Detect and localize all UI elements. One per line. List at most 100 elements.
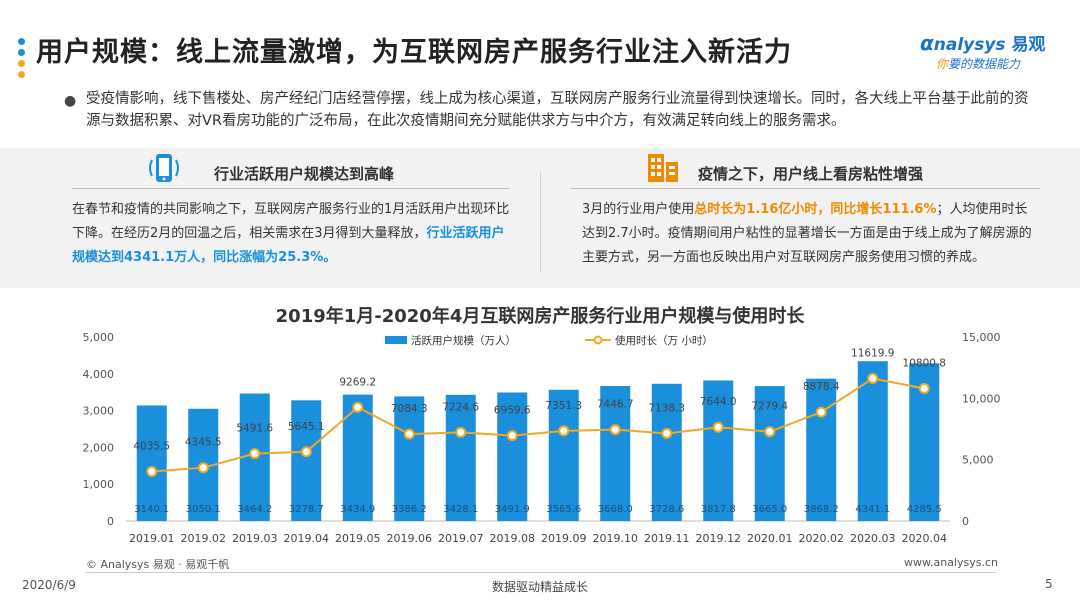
- chart-title: 2019年1月-2020年4月互联网房产服务行业用户规模与使用时长: [275, 306, 805, 327]
- x-tick-label: 2019.08: [490, 532, 536, 545]
- bar-value-label: 3386.2: [392, 504, 427, 515]
- legend-line-label: 使用时长（万 小时）: [615, 334, 713, 347]
- line-point-2019.01: [146, 465, 158, 477]
- x-tick-label: 2019.05: [335, 532, 381, 545]
- bar-2019.01: [136, 405, 167, 521]
- right-panel-text-tail: ；人均使用时长达到2.7小时。疫情期间用户粘性的显著增长一方面是由于线上成为了解…: [582, 202, 1032, 265]
- left-panel-text-body: 在春节和疫情的共同影响之下，互联网房产服务行业的1月活跃用户出现环比下降。在经历…: [72, 202, 510, 241]
- footer-url: www.analysys.cn: [904, 556, 998, 569]
- right-panel-heading: 疫情之下，用户线上看房粘性增强: [698, 165, 924, 183]
- bar-value-label: 3868.2: [804, 504, 839, 515]
- x-tick-label: 2019.09: [541, 532, 587, 545]
- line-point-2019.06: [403, 428, 415, 440]
- bar-2020.02: [806, 378, 837, 521]
- page-number: 5: [1045, 577, 1053, 591]
- line-value-label: 7279.4: [751, 401, 788, 413]
- left-panel-heading: 行业活跃用户规模达到高峰: [214, 165, 395, 183]
- left-axis-tick-label: 3,000: [83, 405, 115, 418]
- bar-value-label: 3050.1: [186, 504, 221, 515]
- x-tick-label: 2019.02: [181, 532, 227, 545]
- bar-2019.09: [548, 389, 579, 521]
- bullet-icon: ●: [64, 93, 77, 109]
- legend-line-marker: [593, 335, 603, 345]
- usage-duration-line: [151, 377, 925, 473]
- line-point-2019.02: [197, 462, 209, 474]
- left-axis-tick-label: 0: [107, 515, 114, 528]
- line-value-label: 7644.0: [700, 396, 737, 408]
- logo-tagline-lead: 你: [936, 57, 949, 71]
- line-point-2019.07: [455, 426, 467, 438]
- buildings-icon: [648, 154, 678, 182]
- line-point-2020.04: [918, 383, 930, 395]
- x-tick-label: 2019.10: [593, 532, 639, 545]
- x-tick-label: 2020.02: [799, 532, 845, 545]
- line-point-2019.08: [506, 430, 518, 442]
- line-value-label: 7138.3: [648, 402, 685, 414]
- line-point-2019.04: [300, 446, 312, 458]
- left-panel-text: 在春节和疫情的共同影响之下，互联网房产服务行业的1月活跃用户出现环比下降。在经历…: [72, 198, 512, 270]
- footer-date: 2020/6/9: [22, 578, 76, 592]
- line-value-label: 4035.5: [133, 440, 170, 452]
- bar-2019.11: [651, 383, 682, 521]
- line-point-2019.03: [249, 448, 261, 460]
- bar-value-label: 4341.1: [855, 504, 890, 515]
- line-value-label: 6959.6: [494, 405, 531, 417]
- bar-value-label: 4285.5: [907, 504, 942, 515]
- bar-value-label: 3817.8: [701, 504, 736, 515]
- line-value-label: 7224.6: [442, 401, 479, 413]
- bar-value-label: 3665.0: [752, 504, 787, 515]
- legend-bar-label: 活跃用户规模（万人）: [411, 334, 516, 347]
- line-point-2019.12: [712, 421, 724, 433]
- mobile-phone-icon: [149, 154, 179, 182]
- x-tick-label: 2020.01: [747, 532, 793, 545]
- bar-2020.03: [857, 361, 888, 521]
- line-value-label: 11619.9: [851, 347, 894, 359]
- x-tick-label: 2019.04: [284, 532, 330, 545]
- right-axis-tick-label: 10,000: [962, 392, 1001, 405]
- line-value-label: 7351.3: [545, 400, 582, 412]
- x-tick-label: 2019.03: [232, 532, 278, 545]
- x-tick-label: 2019.11: [644, 532, 690, 545]
- intro-paragraph: 受疫情影响，线下售楼处、房产经纪门店经营停摆，线上成为核心渠道，互联网房产服务行…: [86, 91, 1029, 129]
- line-point-2019.10: [609, 424, 621, 436]
- left-axis-tick-label: 5,000: [83, 331, 115, 344]
- bar-value-label: 3464.2: [237, 504, 272, 515]
- line-point-2019.05: [352, 401, 364, 413]
- left-axis-tick-label: 2,000: [83, 441, 115, 454]
- line-value-label: 8878.4: [803, 381, 840, 393]
- right-panel-highlight: 总时长为1.16亿小时，同比增长111.6%: [694, 202, 937, 217]
- left-panel-rule: [72, 188, 510, 189]
- line-value-label: 9269.2: [339, 376, 376, 388]
- logo-brand-cn: 易观: [1011, 35, 1046, 55]
- line-point-2019.11: [661, 427, 673, 439]
- bar-value-label: 3668.0: [598, 504, 633, 515]
- bar-2019.06: [394, 396, 425, 521]
- page-title: 用户规模：线上流量激增，为互联网房产服务行业注入新活力: [36, 37, 792, 68]
- left-axis-tick-label: 4,000: [83, 368, 115, 381]
- x-tick-label: 2019.07: [438, 532, 484, 545]
- line-point-2020.02: [815, 406, 827, 418]
- x-tick-label: 2019.01: [129, 532, 175, 545]
- x-tick-label: 2020.04: [902, 532, 948, 545]
- bar-value-label: 3434.9: [340, 504, 375, 515]
- right-axis-tick-label: 5,000: [962, 454, 994, 467]
- line-value-label: 7446.7: [597, 399, 634, 411]
- line-value-label: 5491.6: [236, 423, 273, 435]
- footer-slogan: 数据驱动精益成长: [491, 580, 588, 594]
- x-tick-label: 2019.06: [387, 532, 433, 545]
- right-panel-text: 3月的行业用户使用总时长为1.16亿小时，同比增长111.6%；人均使用时长达到…: [582, 198, 1032, 270]
- bar-2019.04: [291, 400, 322, 521]
- bar-value-label: 3728.6: [649, 504, 684, 515]
- bar-value-label: 3278.7: [289, 504, 324, 515]
- bar-2019.07: [445, 394, 476, 521]
- title-dots-decoration: [16, 38, 28, 82]
- left-panel-highlight: 行业活跃用户规模达到4341.1万人，同比涨幅为25.3%。: [72, 226, 505, 265]
- line-point-2019.09: [558, 425, 570, 437]
- right-axis-tick-label: 0: [962, 515, 969, 528]
- right-panel-rule: [570, 188, 1040, 189]
- x-tick-label: 2020.03: [850, 532, 896, 545]
- line-value-label: 10800.8: [903, 358, 946, 370]
- line-point-2020.03: [867, 372, 879, 384]
- line-point-2020.01: [764, 426, 776, 438]
- legend-bar-swatch: [385, 336, 407, 344]
